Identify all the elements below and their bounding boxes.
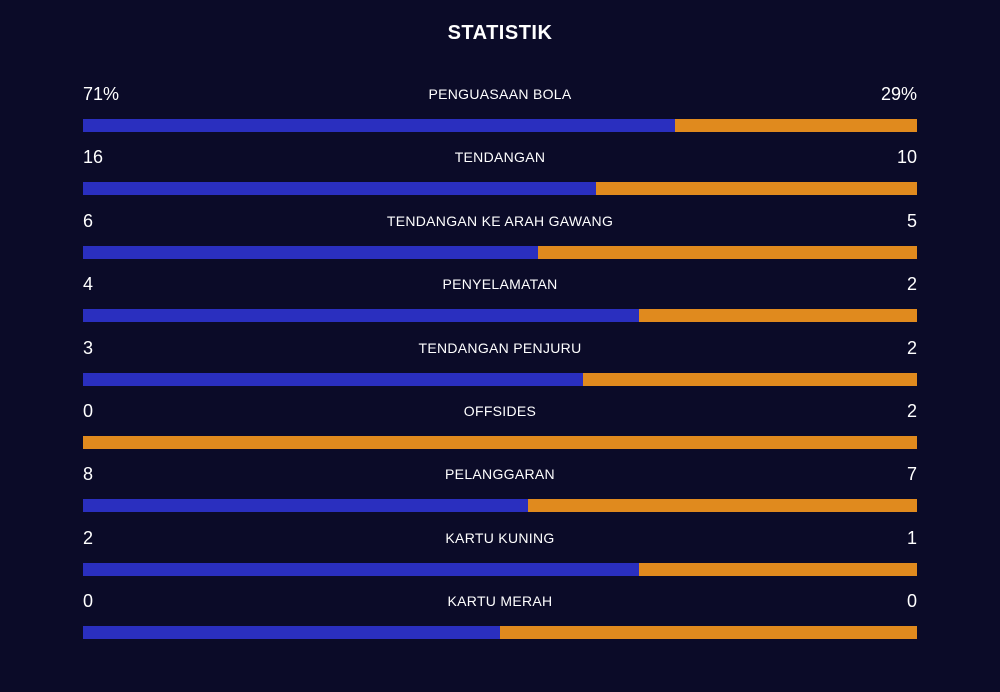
stat-row-corners: 3 TENDANGAN PENJURU 2 bbox=[83, 334, 917, 397]
stat-row-fouls: 8 PELANGGARAN 7 bbox=[83, 460, 917, 523]
away-value: 5 bbox=[906, 210, 917, 231]
stat-row-yellow-cards: 2 KARTU KUNING 1 bbox=[83, 524, 917, 587]
home-value: 2 bbox=[83, 527, 94, 548]
away-bar-segment bbox=[537, 245, 917, 259]
home-bar-segment bbox=[83, 119, 676, 132]
home-bar-segment bbox=[83, 309, 640, 323]
comparison-bar bbox=[83, 182, 917, 196]
home-bar-segment bbox=[83, 182, 596, 196]
away-value: 29% bbox=[880, 84, 917, 104]
comparison-bar bbox=[83, 499, 917, 513]
away-value: 1 bbox=[906, 527, 917, 548]
comparison-bar bbox=[83, 435, 917, 449]
away-value: 10 bbox=[896, 147, 917, 168]
stat-row-shots-on-target: 6 TENDANGAN KE ARAH GAWANG 5 bbox=[83, 207, 917, 270]
away-bar-segment bbox=[639, 309, 917, 323]
home-value: 8 bbox=[83, 464, 94, 485]
stat-label: TENDANGAN KE ARAH GAWANG bbox=[386, 212, 614, 229]
stat-label: KARTU KUNING bbox=[445, 529, 555, 546]
stat-label: PENYELAMATAN bbox=[442, 276, 558, 293]
home-value: 0 bbox=[83, 591, 94, 612]
home-bar-segment bbox=[83, 499, 528, 513]
away-value: 7 bbox=[906, 464, 917, 485]
stat-row-possession: 71% PENGUASAAN BOLA 29% bbox=[83, 80, 917, 143]
stat-label: KARTU MERAH bbox=[447, 593, 553, 610]
comparison-bar bbox=[83, 119, 917, 132]
comparison-bar bbox=[83, 562, 917, 576]
stat-label: TENDANGAN bbox=[454, 149, 546, 166]
away-bar-segment bbox=[527, 499, 917, 513]
away-bar-segment bbox=[675, 119, 917, 132]
comparison-bar bbox=[83, 245, 917, 259]
stat-label: PELANGGARAN bbox=[445, 466, 555, 483]
stat-row-shots: 16 TENDANGAN 10 bbox=[83, 143, 917, 206]
away-bar-segment bbox=[595, 182, 917, 196]
away-bar-segment bbox=[639, 562, 917, 576]
home-bar-segment bbox=[83, 562, 640, 576]
home-value: 16 bbox=[83, 147, 104, 168]
home-bar-segment bbox=[83, 372, 584, 386]
stat-label: TENDANGAN PENJURU bbox=[418, 339, 582, 356]
home-value: 0 bbox=[83, 400, 94, 421]
home-value: 6 bbox=[83, 210, 94, 231]
home-value: 4 bbox=[83, 274, 94, 295]
away-value: 2 bbox=[906, 400, 917, 421]
home-bar-segment bbox=[83, 245, 538, 259]
home-value: 3 bbox=[83, 337, 94, 358]
comparison-bar bbox=[83, 309, 917, 323]
away-value: 0 bbox=[906, 591, 917, 612]
stat-row-saves: 4 PENYELAMATAN 2 bbox=[83, 270, 917, 333]
home-bar-segment bbox=[83, 626, 500, 640]
away-value: 2 bbox=[906, 274, 917, 295]
comparison-bar bbox=[83, 372, 917, 386]
stats-list: 71% PENGUASAAN BOLA 29% 16 TENDANGAN 10 bbox=[83, 80, 917, 651]
away-bar-segment bbox=[83, 435, 917, 449]
stat-row-red-cards: 0 KARTU MERAH 0 bbox=[83, 587, 917, 650]
page-title: STATISTIK bbox=[447, 22, 553, 44]
away-bar-segment bbox=[500, 626, 917, 640]
comparison-bar bbox=[83, 626, 917, 640]
stat-label: PENGUASAAN BOLA bbox=[428, 86, 572, 102]
stat-row-offsides: 0 OFFSIDES 2 bbox=[83, 397, 917, 460]
away-value: 2 bbox=[906, 337, 917, 358]
stat-label: OFFSIDES bbox=[463, 402, 537, 419]
home-value: 71% bbox=[83, 84, 120, 104]
away-bar-segment bbox=[583, 372, 917, 386]
